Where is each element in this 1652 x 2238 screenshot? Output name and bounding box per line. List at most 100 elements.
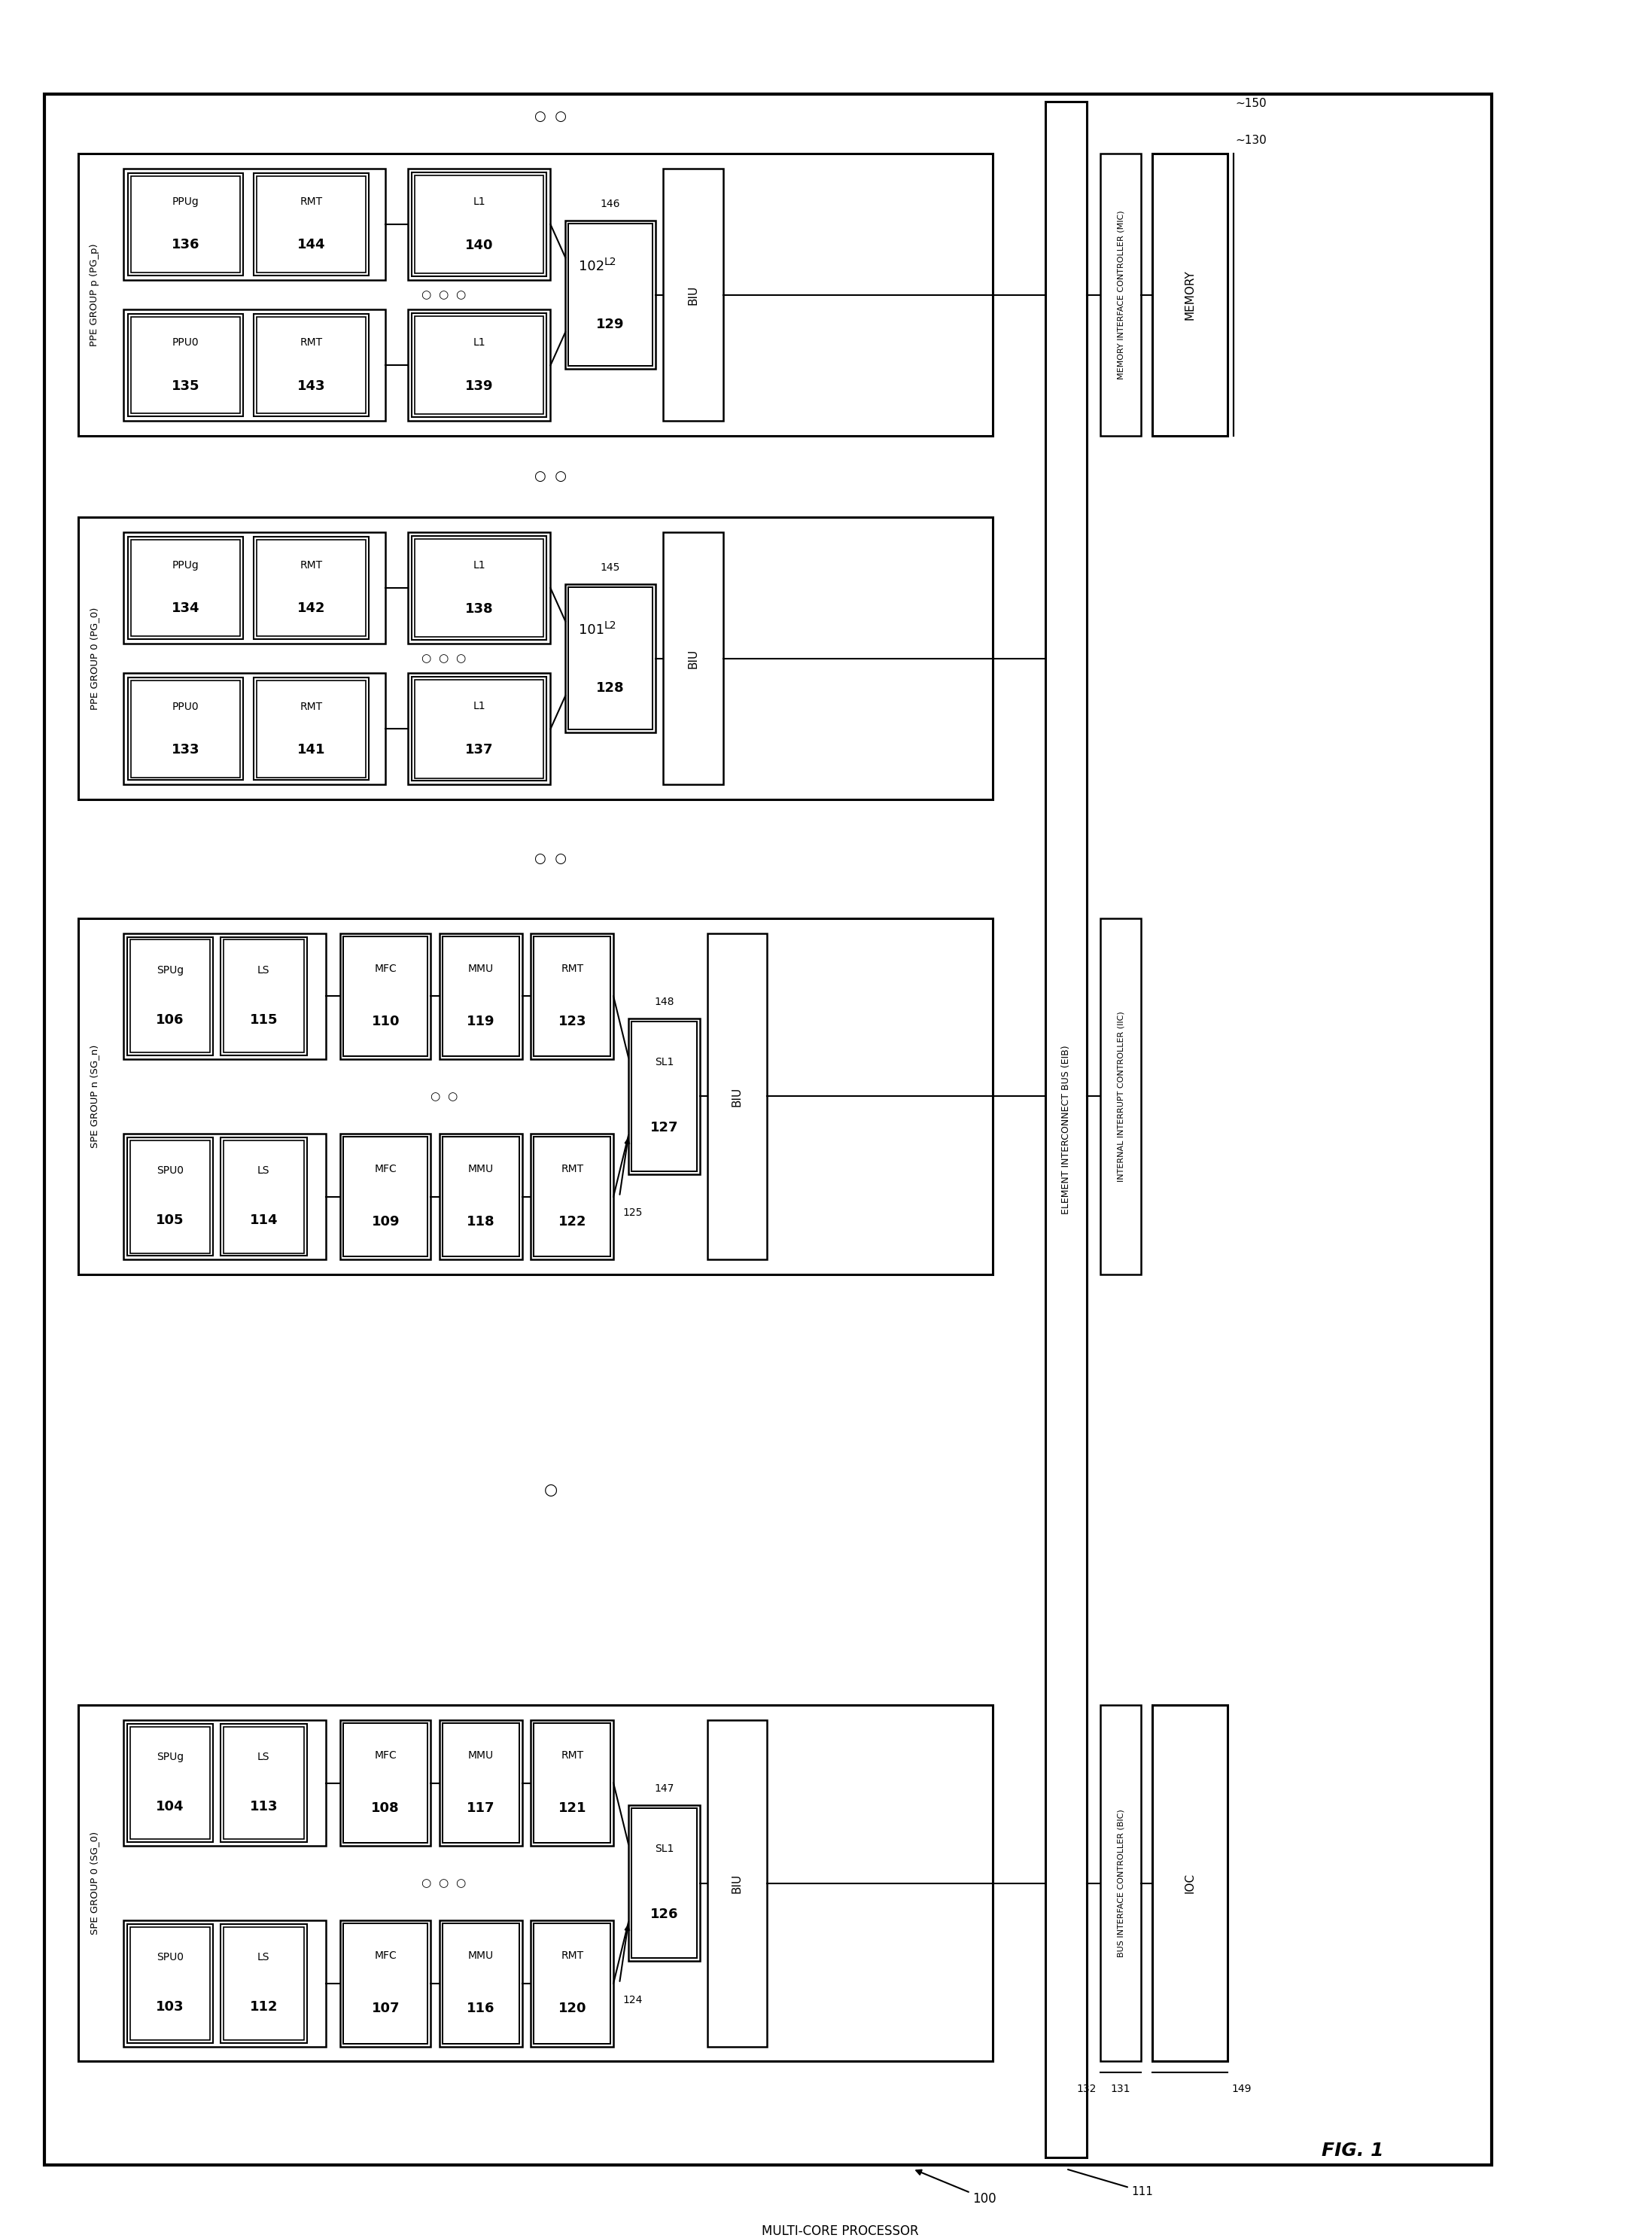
Text: L1: L1: [472, 560, 486, 571]
Text: 139: 139: [466, 378, 494, 394]
Bar: [443, 1723, 519, 1844]
Text: SPE GROUP 0 (SG_0): SPE GROUP 0 (SG_0): [89, 1831, 99, 1936]
Bar: [1100, 1705, 1142, 2061]
Bar: [411, 678, 547, 781]
Bar: [628, 1018, 700, 1175]
Text: 111: 111: [1067, 2169, 1153, 2198]
Bar: [221, 1925, 307, 2043]
Bar: [256, 177, 367, 273]
Text: IOC: IOC: [1184, 1873, 1196, 1893]
Bar: [340, 933, 431, 1059]
Bar: [127, 537, 243, 640]
Text: L2: L2: [605, 257, 616, 266]
Bar: [411, 537, 547, 640]
Text: 136: 136: [172, 237, 200, 251]
Bar: [256, 318, 367, 414]
Bar: [439, 1719, 522, 1846]
Bar: [78, 1705, 993, 2061]
Text: SPUg: SPUg: [157, 965, 183, 976]
Bar: [131, 1725, 210, 1840]
Text: MEMORY INTERFACE CONTROLLER (MIC): MEMORY INTERFACE CONTROLLER (MIC): [1117, 210, 1125, 380]
Text: 134: 134: [172, 602, 200, 615]
Text: ○  ○: ○ ○: [431, 1090, 458, 1101]
Bar: [253, 678, 368, 781]
Bar: [1100, 154, 1142, 436]
Bar: [415, 539, 544, 638]
Text: SL1: SL1: [654, 1844, 674, 1853]
Bar: [565, 222, 656, 369]
Text: RMT: RMT: [562, 1949, 583, 1960]
Text: 106: 106: [155, 1014, 183, 1027]
Text: MFC: MFC: [375, 1949, 396, 1960]
Text: MEMORY: MEMORY: [1184, 271, 1196, 320]
Text: 126: 126: [649, 1907, 679, 1920]
Text: RMT: RMT: [301, 338, 322, 349]
Text: MFC: MFC: [375, 962, 396, 974]
Text: PPE GROUP 0 (PG_0): PPE GROUP 0 (PG_0): [89, 606, 99, 709]
Text: 132: 132: [1077, 2084, 1097, 2095]
Text: 141: 141: [297, 743, 325, 756]
Bar: [344, 1723, 428, 1844]
Text: FIG. 1: FIG. 1: [1322, 2142, 1384, 2160]
Text: 113: 113: [249, 1799, 278, 1813]
Bar: [223, 940, 304, 1052]
Text: 127: 127: [649, 1121, 679, 1135]
Bar: [124, 1132, 325, 1260]
Text: 133: 133: [172, 743, 200, 756]
Text: BUS INTERFACE CONTROLLER (BIC): BUS INTERFACE CONTROLLER (BIC): [1117, 1808, 1125, 1958]
Text: RMT: RMT: [301, 700, 322, 712]
Text: L1: L1: [472, 700, 486, 712]
Bar: [411, 313, 547, 416]
Bar: [1100, 918, 1142, 1273]
Bar: [534, 935, 611, 1056]
Bar: [127, 938, 213, 1056]
Text: BIU: BIU: [732, 1873, 743, 1893]
Bar: [256, 539, 367, 636]
Bar: [221, 1137, 307, 1256]
Text: MFC: MFC: [375, 1750, 396, 1761]
Bar: [127, 1925, 213, 2043]
Bar: [131, 318, 240, 414]
Text: PPUg: PPUg: [172, 560, 198, 571]
Text: 142: 142: [297, 602, 325, 615]
Bar: [78, 154, 993, 436]
Text: 104: 104: [155, 1799, 183, 1813]
Bar: [124, 168, 385, 280]
Text: 124: 124: [623, 1994, 643, 2005]
Bar: [221, 938, 307, 1056]
Text: RMT: RMT: [562, 1164, 583, 1175]
Text: LS: LS: [258, 1952, 269, 1963]
Text: RMT: RMT: [562, 962, 583, 974]
Text: MFC: MFC: [375, 1164, 396, 1175]
Text: 123: 123: [558, 1014, 586, 1027]
Bar: [408, 533, 550, 645]
Bar: [628, 1806, 700, 1960]
Bar: [127, 1137, 213, 1256]
Bar: [707, 933, 767, 1260]
Bar: [568, 586, 653, 730]
Text: ○  ○: ○ ○: [535, 470, 567, 483]
Text: ○: ○: [544, 1482, 558, 1497]
Text: ○  ○  ○: ○ ○ ○: [421, 653, 466, 665]
Bar: [124, 309, 385, 421]
Text: ~130: ~130: [1236, 134, 1267, 145]
Bar: [1046, 103, 1087, 2157]
Bar: [408, 168, 550, 280]
Bar: [344, 935, 428, 1056]
Text: MMU: MMU: [468, 1164, 494, 1175]
Text: L1: L1: [472, 197, 486, 206]
Bar: [131, 940, 210, 1052]
Bar: [1153, 154, 1227, 436]
Text: 145: 145: [601, 562, 621, 573]
Text: MMU: MMU: [468, 1750, 494, 1761]
Bar: [127, 172, 243, 275]
Text: PPE GROUP p (PG_p): PPE GROUP p (PG_p): [89, 244, 99, 347]
Text: BIU: BIU: [687, 284, 699, 304]
Text: 110: 110: [372, 1014, 400, 1027]
Text: RMT: RMT: [301, 560, 322, 571]
Bar: [127, 678, 243, 781]
Text: 135: 135: [172, 378, 200, 392]
Text: ○  ○: ○ ○: [535, 110, 567, 123]
Text: SL1: SL1: [654, 1056, 674, 1068]
Text: 140: 140: [466, 237, 494, 253]
